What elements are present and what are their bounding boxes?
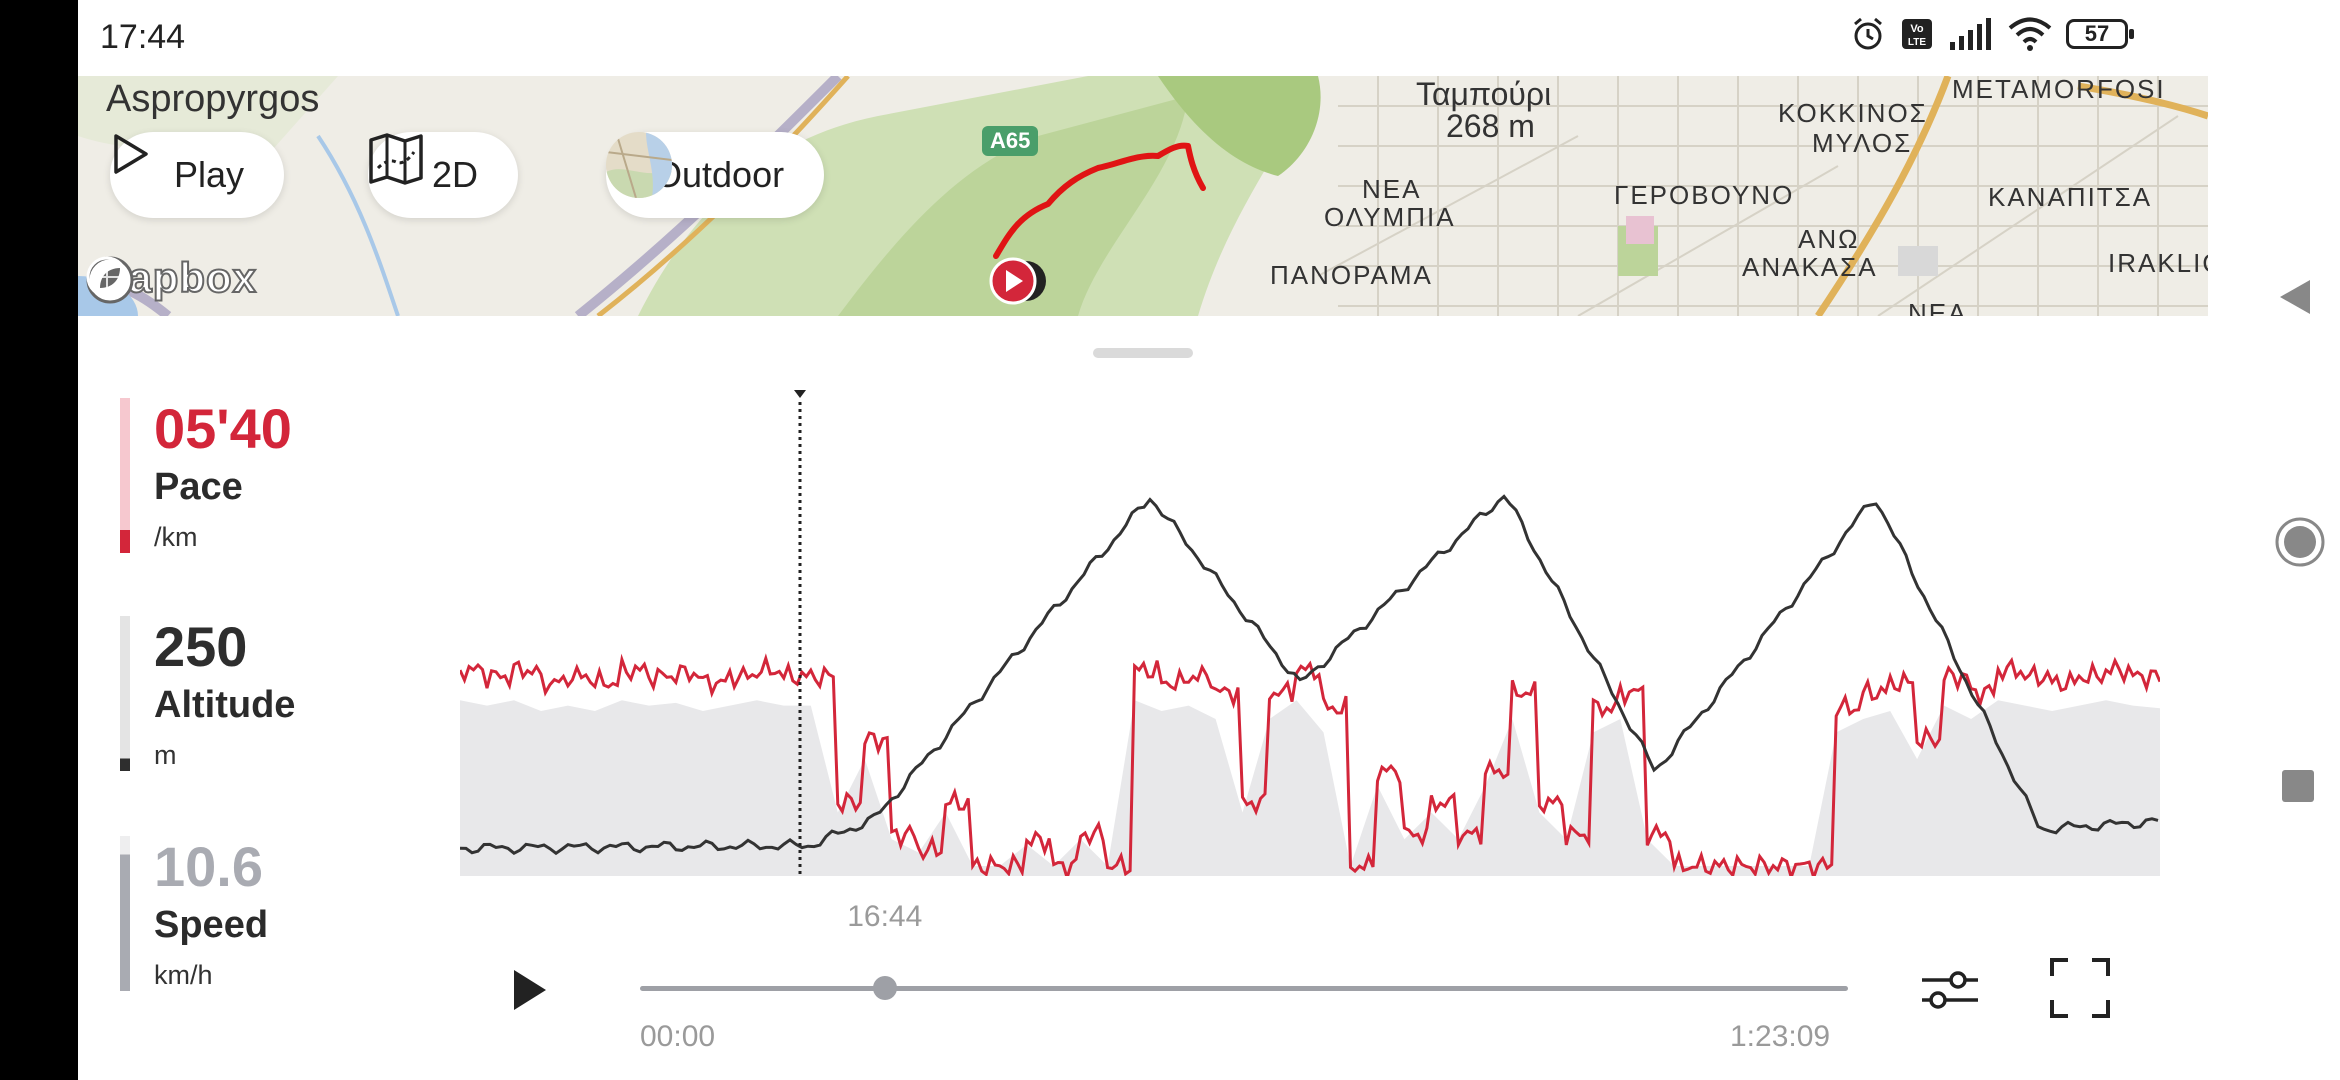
pace-unit: /km	[154, 522, 198, 552]
fullscreen-icon[interactable]	[2048, 956, 2112, 1025]
altitude-indicator-bar	[120, 616, 130, 771]
workout-panel: 05'40 Pace /km 250 Altitude m 10.6 Speed…	[78, 318, 2208, 1080]
speed-unit: km/h	[154, 960, 213, 990]
timeline-track[interactable]	[640, 986, 1848, 991]
status-icons: Vo LTE 57	[1850, 16, 2134, 52]
map-label-mylos: ΜΥΛΟΣ	[1812, 128, 1913, 158]
map-label-aspropyrgos: Aspropyrgos	[106, 78, 320, 120]
status-time: 17:44	[100, 18, 186, 56]
pace-value: 05'40	[154, 397, 292, 460]
end-time-label: 1:23:09	[1730, 1020, 1831, 1053]
map-label-olympia: ΟΛΥΜΠΙΑ	[1324, 202, 1456, 232]
battery-icon: 57	[2066, 19, 2134, 49]
map-label-gerovouno: ΓΕΡΟΒΟΥΝΟ	[1614, 180, 1795, 210]
route-map[interactable]: Aspropyrgos A65 Ταμπούρι 268 m ΝΕΑ ΟΛΥΜΠ…	[78, 76, 2208, 316]
play-route-label: Play	[174, 154, 245, 195]
altitude-label: Altitude	[154, 684, 296, 726]
map-label-ano: ΑΝΩ	[1798, 224, 1860, 254]
altitude-unit: m	[154, 740, 177, 770]
map-label-nea-2: ΝΕΑ	[1908, 298, 1968, 316]
system-nav-bar	[2208, 0, 2340, 1080]
playhead-marker-icon	[794, 390, 806, 398]
map-label-iraklio: IRAKLIO	[2108, 248, 2208, 278]
signal-icon	[1948, 18, 1994, 50]
app-screen: 17:44 Vo LTE 57	[78, 0, 2208, 1080]
mapbox-attribution[interactable]: mapbox	[84, 253, 263, 304]
map-label-kanapitsa: ΚΑΝΑΠΙΤΣΑ	[1988, 182, 2153, 212]
battery-level: 57	[2084, 21, 2110, 46]
map-label-elevation: 268 m	[1446, 108, 1535, 144]
map-label-road: A65	[982, 126, 1039, 156]
svg-text:LTE: LTE	[1908, 37, 1926, 48]
current-time-label: 16:44	[847, 900, 923, 933]
map-label-tampouri: Ταμπούρι	[1416, 76, 1552, 112]
map-label-nea-1: ΝΕΑ	[1362, 174, 1422, 204]
nav-home-icon[interactable]	[2274, 516, 2326, 573]
map-style-button[interactable]: Outdoor	[606, 132, 825, 218]
map-label-kokkinos: ΚΟΚΚΙΝΟΣ	[1778, 98, 1928, 128]
map-label-anakasa: ΑΝΑΚΑΣΑ	[1742, 252, 1878, 282]
pace-label: Pace	[154, 466, 243, 508]
altitude-value: 250	[154, 615, 248, 678]
altitude-line	[460, 494, 2159, 856]
nav-recents-icon[interactable]	[2280, 768, 2316, 809]
chart-settings-sliders-icon[interactable]	[1918, 966, 1982, 1019]
speed-area	[460, 700, 2160, 876]
play-route-button[interactable]: Play	[110, 132, 285, 218]
svg-text:Vo: Vo	[1910, 23, 1924, 35]
pace-indicator-bar	[120, 398, 130, 553]
playback-play-icon[interactable]	[510, 968, 550, 1017]
timeline-thumb[interactable]	[873, 976, 898, 1000]
map-2d-label: 2D	[432, 154, 479, 195]
alarm-icon	[1850, 16, 1886, 52]
pace-line	[460, 653, 2160, 876]
workout-chart[interactable]	[460, 390, 2160, 876]
map-style-label: Outdoor	[654, 154, 785, 195]
nav-back-icon[interactable]	[2278, 278, 2312, 321]
map-label-metamorfosi: METAMORFOSI	[1952, 76, 2166, 104]
wifi-icon	[2008, 17, 2052, 51]
speed-label: Speed	[154, 904, 269, 946]
start-time-label: 00:00	[640, 1020, 716, 1053]
speed-indicator-bar	[120, 836, 130, 991]
drag-handle[interactable]	[1093, 348, 1193, 358]
speed-value: 10.6	[154, 835, 263, 898]
map-2d-button[interactable]: 2D	[368, 132, 519, 218]
map-label-panorama: ΠΑΝΟΡΑΜΑ	[1270, 260, 1433, 290]
status-bar: 17:44 Vo LTE 57	[78, 0, 2208, 76]
volte-icon: Vo LTE	[1900, 17, 1934, 51]
playback-controls: 16:44 00:00 1:23:09	[78, 878, 2208, 1078]
